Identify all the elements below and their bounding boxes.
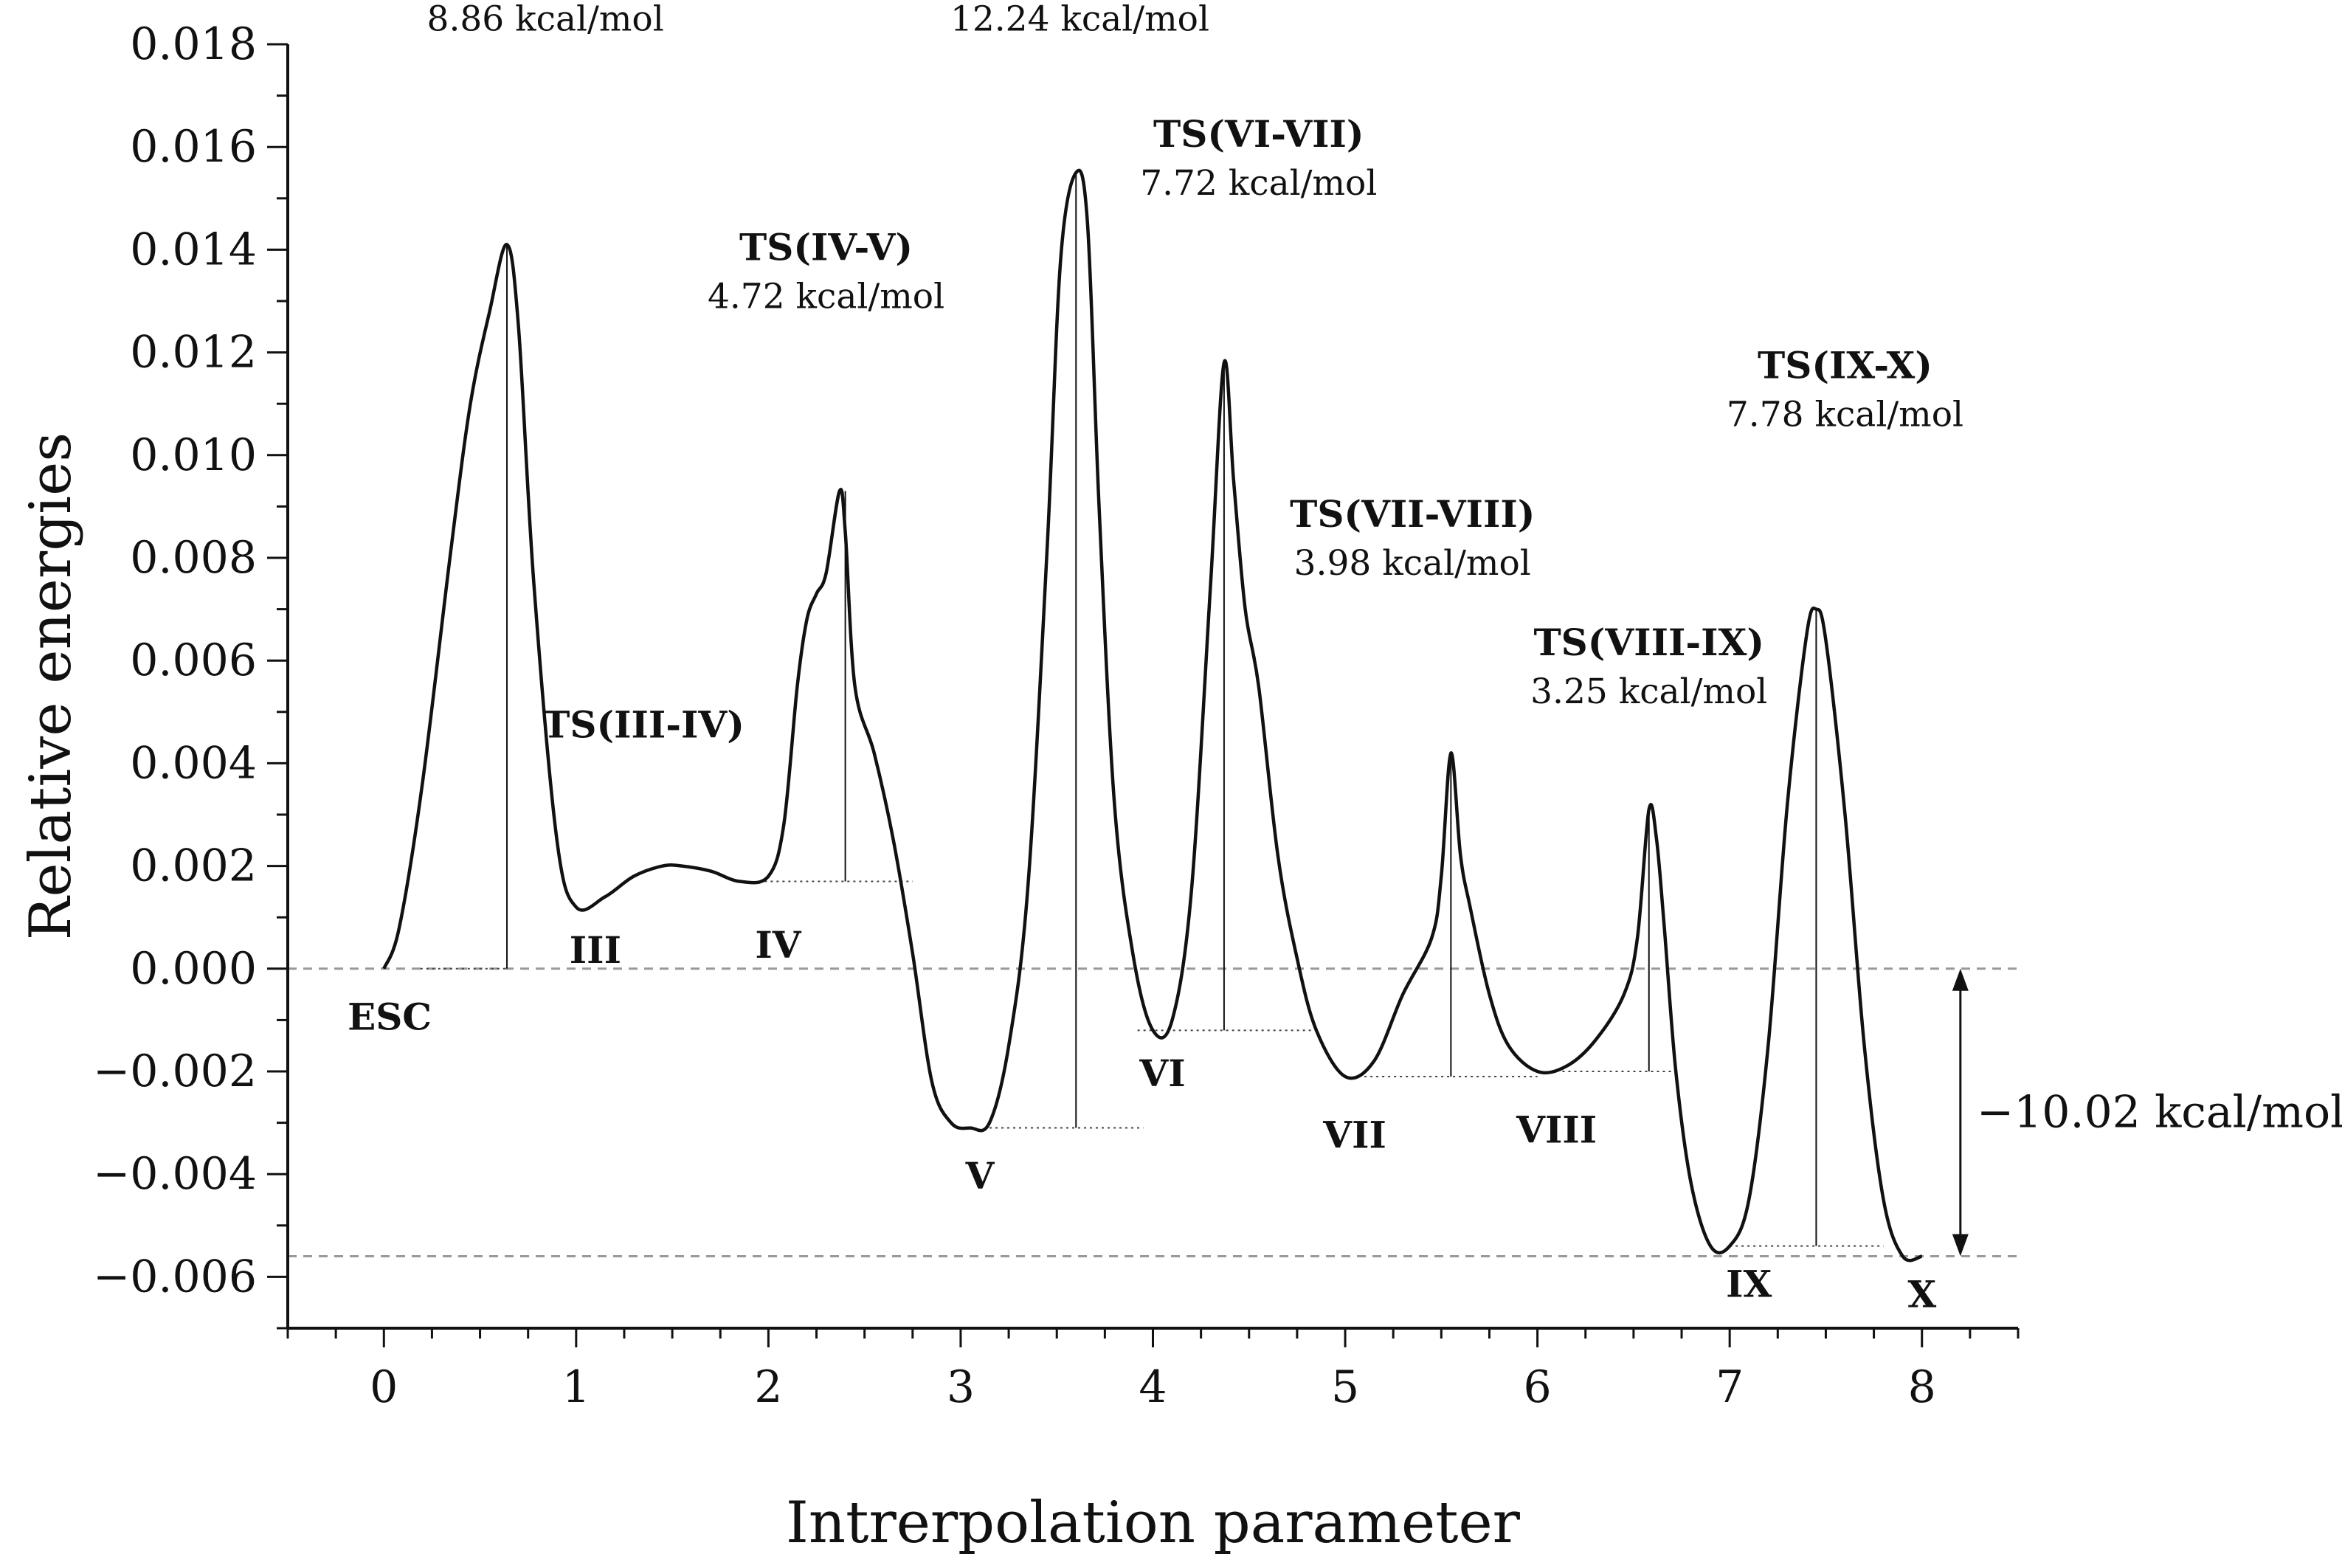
ts-energy-label: 4.72 kcal/mol: [708, 276, 944, 317]
barrier-baselines: [420, 880, 1884, 1247]
ts-energy-label: 8.86 kcal/mol: [427, 0, 664, 39]
transition-state-labels: TS(ESC-III)8.86 kcal/molTS(III-IV)TS(IV-…: [427, 0, 1964, 747]
x-tick-label: 3: [947, 1361, 975, 1413]
x-tick-label: 6: [1524, 1361, 1552, 1413]
reference-lines: [288, 967, 2018, 1258]
x-tick-label: 5: [1331, 1361, 1359, 1413]
state-label: VII: [1322, 1113, 1386, 1157]
x-tick-label: 7: [1716, 1361, 1744, 1413]
delta-arrow-head-top: [1952, 968, 1969, 991]
ts-energy-label: 12.24 kcal/mol: [950, 0, 1209, 39]
y-tick-label: 0.012: [130, 327, 257, 379]
x-tick-label: 0: [370, 1361, 398, 1413]
y-tick-label: 0.006: [130, 635, 257, 686]
x-axis-ticks: 0 1 2 3 4 5 6 7 8: [286, 1328, 2020, 1413]
y-tick-label: 0.004: [130, 737, 257, 789]
y-tick-label: 0.018: [130, 18, 257, 70]
state-label: X: [1907, 1272, 1936, 1316]
y-tick-label: −0.002: [93, 1046, 257, 1097]
y-tick-label: 0.014: [130, 224, 257, 275]
y-tick-label: −0.006: [93, 1251, 257, 1302]
ts-name-label: TS(III-IV): [542, 703, 745, 747]
y-axis-title: Relative energies: [18, 432, 84, 941]
ts-name-label: TS(VIII-IX): [1533, 621, 1764, 664]
y-axis-ticks: 0.018 0.016 0.014 0.012 0.010 0.008 0.006 0.004…: [93, 18, 288, 1330]
y-tick-label: −0.004: [93, 1148, 257, 1200]
y-tick-label: 0.016: [130, 121, 257, 173]
state-label: VIII: [1516, 1108, 1597, 1152]
delta-energy-label: −10.02 kcal/mol: [1977, 1087, 2342, 1139]
y-tick-label: 0.008: [130, 532, 257, 584]
ts-energy-label: 7.72 kcal/mol: [1140, 163, 1377, 204]
state-label: III: [570, 928, 621, 972]
ts-name-label: TS(VI-VII): [1153, 112, 1364, 156]
x-tick-label: 8: [1908, 1361, 1936, 1413]
ts-name-label: TS(IV-V): [739, 225, 913, 269]
ts-energy-label: 3.98 kcal/mol: [1294, 543, 1531, 584]
energy-difference-annotation: −10.02 kcal/mol: [1952, 968, 2342, 1257]
energy-curve: [382, 168, 1923, 1263]
ts-name-label: TS(IX-X): [1758, 343, 1932, 387]
ts-energy-label: 7.78 kcal/mol: [1727, 394, 1963, 435]
x-axis-title: Intrerpolation parameter: [786, 1490, 1521, 1556]
state-label: IV: [755, 923, 801, 967]
y-tick-label: 0.002: [130, 840, 257, 892]
state-label: ESC: [348, 995, 432, 1038]
y-tick-label: 0.000: [130, 943, 257, 995]
state-label: V: [965, 1154, 995, 1198]
ts-energy-label: 3.25 kcal/mol: [1530, 671, 1767, 712]
state-labels: ESC III IV V VI VII VIII IX X: [348, 923, 1936, 1316]
state-label: VI: [1139, 1051, 1185, 1095]
state-label: IX: [1726, 1262, 1772, 1305]
x-tick-label: 1: [562, 1361, 590, 1413]
x-tick-label: 4: [1139, 1361, 1167, 1413]
delta-arrow-head-bottom: [1952, 1234, 1969, 1257]
ts-name-label: TS(VII-VIII): [1290, 492, 1535, 536]
x-tick-label: 2: [754, 1361, 782, 1413]
y-tick-label: 0.010: [130, 429, 257, 481]
